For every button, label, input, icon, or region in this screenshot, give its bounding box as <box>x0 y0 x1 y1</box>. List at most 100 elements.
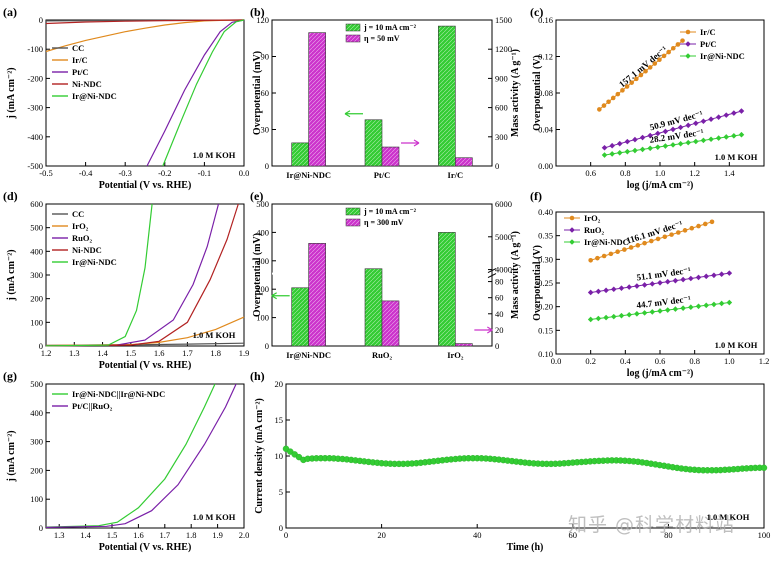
category-label: Ir@Ni-NDC <box>286 170 331 180</box>
y-tick-label: 600 <box>30 199 43 209</box>
data-point <box>597 107 602 112</box>
data-point <box>610 286 617 293</box>
legend-entry: RuO₂ <box>584 225 604 235</box>
data-point <box>680 305 686 311</box>
category-label: IrO₂ <box>447 350 464 360</box>
legend-entry: Ir@Ni-NDC <box>584 237 629 247</box>
data-point <box>601 144 608 151</box>
panel-tag: (g) <box>3 369 17 383</box>
data-point <box>629 80 634 85</box>
y-tick-label: 300 <box>256 256 269 266</box>
data-point <box>670 45 676 51</box>
data-point <box>760 464 768 471</box>
data-point <box>634 311 640 317</box>
y2-tick-label: 0 <box>495 341 499 351</box>
x-tick-label: 20 <box>377 530 386 540</box>
x-tick-label: 1.2 <box>689 168 700 178</box>
data-point <box>715 135 722 141</box>
series-line <box>162 19 245 167</box>
x-tick-label: 1.8 <box>210 348 221 358</box>
legend-entry: RuO₂ <box>72 233 92 243</box>
x-tick-label: 0.0 <box>551 356 562 366</box>
data-point <box>657 308 663 314</box>
arrow-right-axis <box>474 326 493 334</box>
x-tick-label: 2.0 <box>239 530 250 540</box>
panel-tag: (c) <box>530 5 543 19</box>
y2-tick-label: 6000 <box>495 199 512 209</box>
y-tick-label: 5 <box>279 487 283 497</box>
panel-tag: (d) <box>3 189 18 203</box>
data-point <box>635 243 641 248</box>
arrow-left-axis <box>271 292 290 300</box>
legend-entry: Pt/C <box>700 39 717 49</box>
y-tick-label: 20 <box>275 379 284 389</box>
data-point <box>616 140 623 147</box>
y-axis-title: Current density (mA cm⁻²) <box>254 398 265 514</box>
data-point <box>662 234 668 240</box>
data-point <box>685 41 691 47</box>
annotation: 1.0 M KOH <box>193 330 236 340</box>
series-line <box>45 203 239 347</box>
data-point <box>587 316 594 323</box>
y2-tick-label: 80 <box>495 277 504 287</box>
y-tick-label: 15 <box>275 415 284 425</box>
y2-tick-label: 900 <box>495 73 508 83</box>
data-point <box>601 253 607 259</box>
legend-swatch <box>345 207 361 216</box>
data-point <box>664 307 671 313</box>
y2-tick-label: 40 <box>495 309 504 319</box>
data-point <box>655 236 661 242</box>
data-point <box>615 91 621 97</box>
y-tick-label: 0.35 <box>538 231 553 241</box>
data-point <box>628 245 634 250</box>
y-tick-label: -400 <box>27 132 43 142</box>
annotation: 1.0 M KOH <box>707 512 750 522</box>
data-point <box>569 227 575 233</box>
legend-entry: Pt/C||RuO₂ <box>72 401 113 411</box>
data-point <box>677 124 684 131</box>
data-point <box>652 61 658 66</box>
data-point <box>726 270 733 276</box>
data-point <box>654 144 661 150</box>
bar <box>381 146 400 167</box>
data-point <box>647 65 653 70</box>
bar <box>291 287 309 347</box>
data-point <box>587 289 594 296</box>
bar <box>381 300 400 347</box>
legend-entry: j = 10 mA cm⁻² <box>363 23 417 32</box>
data-point <box>639 146 646 153</box>
y-tick-label: 30 <box>261 125 270 135</box>
series-line <box>45 383 216 528</box>
y-tick-label: 120 <box>256 15 269 25</box>
data-point <box>696 223 701 229</box>
legend-entry: η = 50 mV <box>364 34 400 43</box>
x-axis-title: Time (h) <box>507 542 544 553</box>
y-axis-title: Overpotential (V) <box>532 245 543 321</box>
data-point <box>649 309 656 315</box>
y-tick-label: 0.04 <box>538 125 554 135</box>
category-label: Pt/C <box>374 170 391 180</box>
data-point <box>670 126 676 133</box>
data-point <box>708 136 714 143</box>
data-point <box>731 133 737 139</box>
legend-swatch <box>345 218 361 227</box>
y-tick-label: 0 <box>265 161 269 171</box>
data-point <box>711 301 717 308</box>
data-point <box>641 282 648 288</box>
y-tick-label: 0.08 <box>538 88 553 98</box>
data-point <box>608 251 614 257</box>
legend-entry: Ir/C <box>700 27 716 37</box>
category-label: Ir/C <box>448 170 464 180</box>
slope-label: 157.1 mV dec⁻¹ <box>617 44 669 90</box>
data-point <box>688 275 694 282</box>
data-point <box>569 239 575 245</box>
x-tick-label: 80 <box>664 530 673 540</box>
data-point <box>685 29 691 35</box>
data-point <box>603 314 609 321</box>
x-tick-label: 60 <box>569 530 578 540</box>
x-tick-label: 1.4 <box>97 348 108 358</box>
x-axis-title: Potential (V vs. RHE) <box>99 180 192 191</box>
panel-tag: (e) <box>250 189 263 203</box>
x-tick-label: 1.4 <box>80 530 91 540</box>
